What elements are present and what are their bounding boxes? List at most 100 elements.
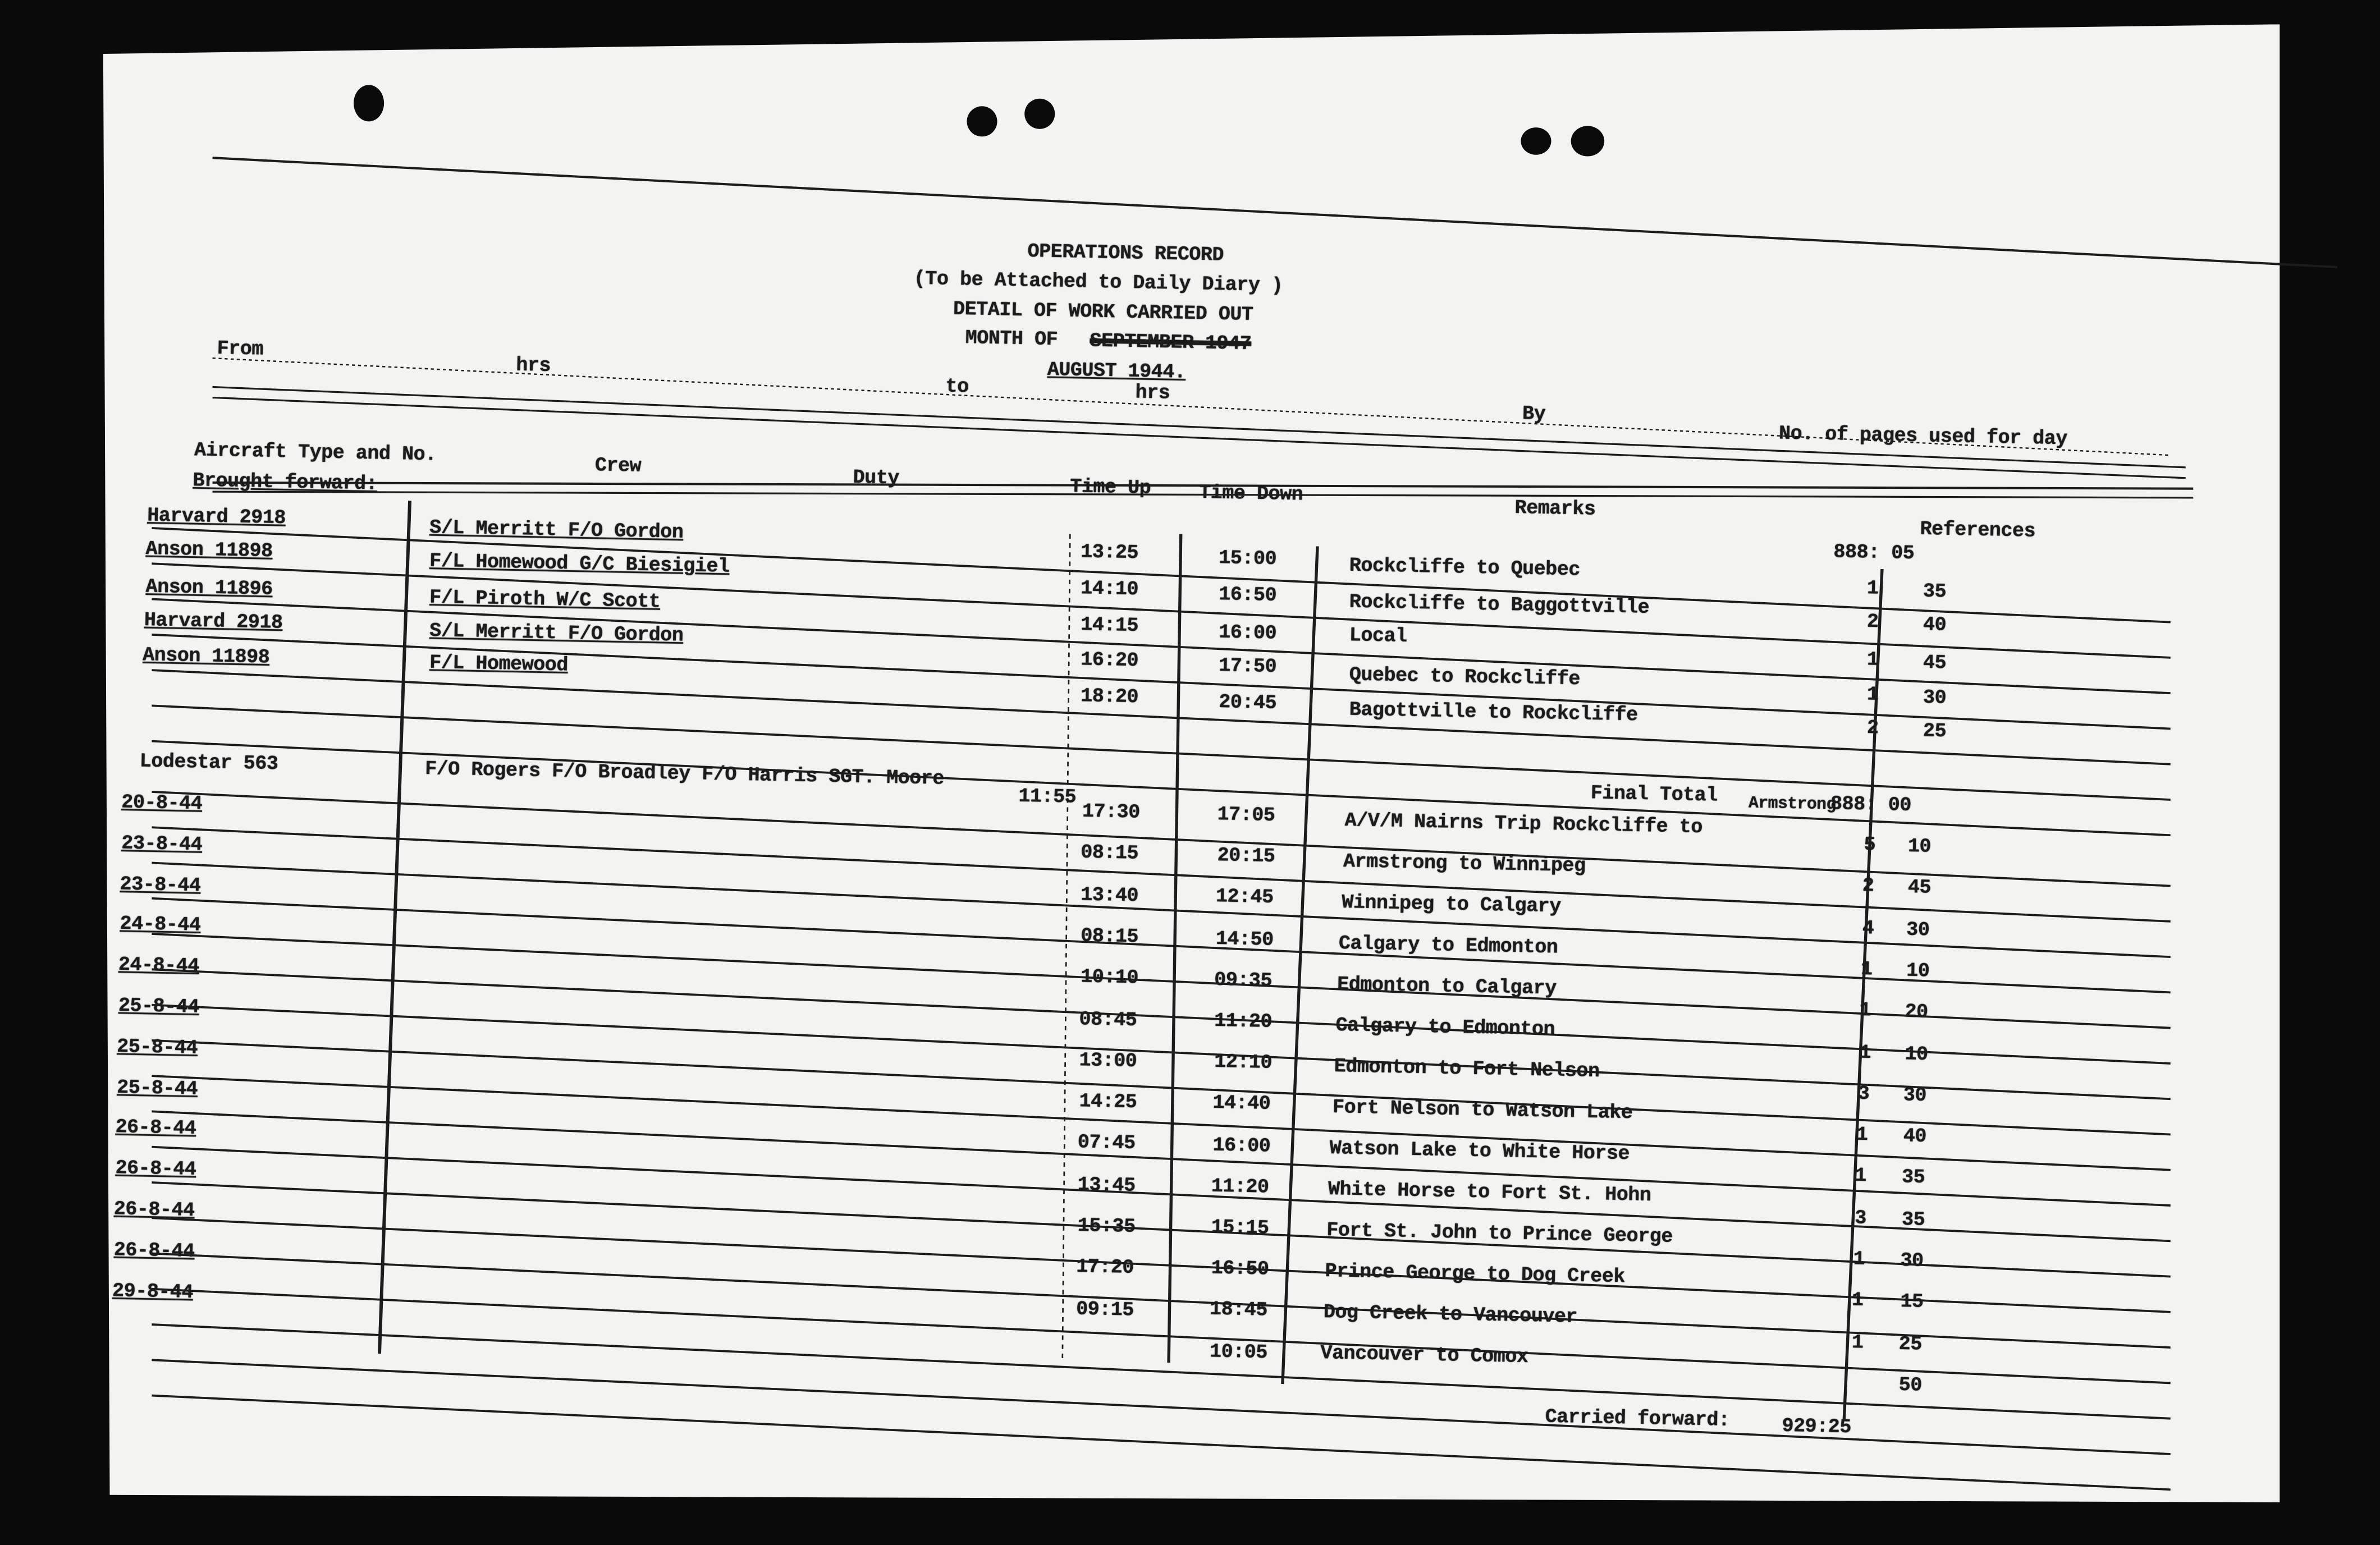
remarks-cell: Vancouver to Comox: [1321, 1341, 1529, 1368]
time-down-cell: 18:45: [1210, 1298, 1268, 1322]
rule-line: [1061, 534, 1071, 1359]
month-label: MONTH OF: [965, 326, 1058, 351]
date-cell: 24-8-44: [118, 913, 200, 937]
ref-minutes-cell: 35: [1901, 1207, 1925, 1231]
ref-hours-cell: 1: [1866, 576, 1879, 600]
rule-line: [152, 968, 2171, 1065]
remarks-cell: Winnipeg to Calgary: [1340, 891, 1561, 918]
crew-cell: S/L Merritt F/O Gordon: [429, 516, 684, 544]
ref-minutes-cell: 40: [1902, 1124, 1926, 1148]
remarks-cell: Rockcliffe to Quebec: [1349, 553, 1581, 581]
ref-minutes-cell: 30: [1903, 1083, 1927, 1107]
ref-hours-cell: 1: [1866, 648, 1879, 671]
punch-hole: [1024, 98, 1055, 129]
remarks-cell: Armstrong to Winnipeg: [1343, 850, 1586, 878]
crew-cell: F/L Homewood: [429, 651, 569, 677]
ref-minutes-cell: 35: [1901, 1166, 1925, 1190]
date-cell: 25-8-44: [116, 1075, 198, 1100]
ref-minutes-cell: 10: [1903, 1042, 1928, 1065]
rule-line: [152, 1181, 2171, 1278]
time-down-cell: 12:10: [1213, 1050, 1272, 1075]
ref-hours-cell: 2: [1862, 874, 1875, 898]
form-hrs: hrs: [515, 354, 551, 377]
ref-hours-cell: 1: [1851, 1330, 1863, 1354]
ref-hours-cell: 1: [1859, 998, 1871, 1022]
form-from: From: [217, 337, 264, 361]
time-down-cell: 15:15: [1211, 1215, 1269, 1240]
time-down-cell: 10:05: [1209, 1339, 1267, 1364]
date-cell: 20-8-44: [121, 790, 203, 815]
ref-minutes-cell: 30: [1900, 1249, 1924, 1272]
rule-line: [152, 791, 2171, 887]
form-by: By: [1522, 402, 1546, 425]
rule-line: [152, 826, 2171, 923]
armstrong-note: Armstrong: [1748, 795, 1837, 815]
time-up-cell: 09:15: [1076, 1296, 1134, 1321]
paper-sheet: [103, 24, 2280, 1502]
rule-line: [1167, 534, 1183, 1363]
aircraft-cell: Harvard 2918: [147, 503, 286, 530]
brought-forward-label: Brought forward:: [193, 469, 378, 496]
rule-line: [152, 1145, 2171, 1243]
col-aircraft: Aircraft Type and No.: [194, 438, 437, 466]
carried-forward-label: Carried forward:: [1545, 1405, 1730, 1432]
date-cell: 25-8-44: [116, 1034, 198, 1059]
rule-line: [212, 386, 2186, 469]
date-cell: 25-8-44: [117, 994, 199, 1019]
ref-minutes-cell: 45: [1923, 651, 1947, 675]
final-total-value: 888: 00: [1830, 792, 1912, 817]
date-cell: 26-8-44: [113, 1197, 195, 1222]
aircraft-cell: Anson 11898: [143, 643, 271, 669]
rule-line: [1281, 546, 1319, 1384]
ref-minutes-cell: 30: [1923, 686, 1947, 709]
ref-minutes-cell: 30: [1906, 917, 1930, 941]
remarks-cell: Dog Creek to Vancouver: [1322, 1300, 1577, 1328]
time-up-cell: 17:20: [1076, 1255, 1135, 1280]
time-up-cell: 08:15: [1081, 841, 1139, 865]
date-cell: 26-8-44: [113, 1237, 194, 1263]
remarks-cell: Quebec to Rockcliffe: [1349, 663, 1581, 691]
rule-line: [152, 598, 2171, 695]
brought-forward-total: 888: 05: [1833, 540, 1915, 565]
time-up-cell: 08:15: [1080, 924, 1138, 948]
ref-hours-cell: 1: [1852, 1289, 1864, 1312]
time-up-cell: 14:25: [1078, 1089, 1137, 1114]
time-down-cell: 14:40: [1212, 1092, 1271, 1116]
punch-hole: [1571, 126, 1605, 157]
time-up-cell: 13:40: [1081, 882, 1139, 907]
rule-line: [1842, 569, 1884, 1419]
rule-line: [212, 396, 2186, 479]
ref-minutes-cell: 35: [1923, 579, 1947, 603]
ref-hours-cell: 2: [1866, 610, 1879, 633]
ref-minutes-cell: 45: [1907, 876, 1931, 900]
rule-line: [152, 861, 2171, 959]
rule-line: [152, 1110, 2171, 1207]
rule-line: [152, 1323, 2171, 1420]
ref-minutes-cell: 25: [1923, 719, 1947, 743]
doc-title: OPERATIONS RECORD: [1027, 240, 1224, 267]
time-up-cell: 16:20: [1080, 648, 1139, 672]
rule-line: [152, 1252, 2171, 1349]
date-cell: 24-8-44: [118, 953, 200, 978]
ref-minutes-cell: 40: [1923, 613, 1947, 636]
remarks-cell: Local: [1349, 623, 1408, 648]
rule-line: [378, 501, 412, 1354]
ref-hours-cell: 2: [1866, 716, 1879, 740]
aircraft-cell: Anson 11896: [145, 575, 272, 600]
rule-line: [152, 1217, 2171, 1313]
form-to: to: [945, 374, 969, 398]
rule-line: [152, 527, 2171, 623]
rule-line: [152, 740, 2171, 837]
date-cell: 26-8-44: [114, 1156, 196, 1181]
time-down-cell: 17:05: [1217, 803, 1275, 827]
rule-line: [152, 562, 2171, 659]
punch-hole: [1521, 127, 1551, 155]
ref-hours-cell: 1: [1856, 1123, 1869, 1147]
ref-minutes-cell: 10: [1907, 835, 1932, 858]
time-down-cell: 16:50: [1210, 1257, 1269, 1281]
lodestar-aircraft: Lodestar 563: [139, 749, 278, 776]
rule-line: [212, 490, 2194, 499]
ref-hours-cell: 5: [1864, 833, 1876, 856]
remarks-cell: Edmonton to Calgary: [1337, 973, 1557, 1000]
